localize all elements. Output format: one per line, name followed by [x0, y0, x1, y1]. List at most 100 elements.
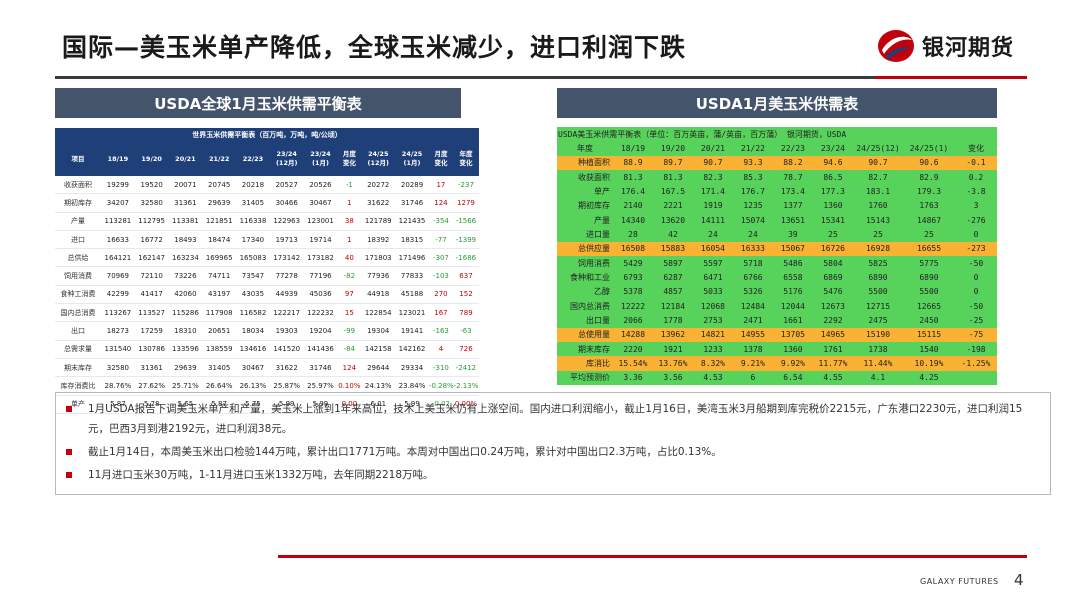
table-cell: -273	[954, 241, 997, 256]
row-label: 国内总消费	[557, 298, 613, 314]
table-cell: 43197	[202, 285, 237, 305]
table-row: 国内总消费 113267 113527 115286 117908 116582 12221…	[55, 303, 479, 323]
table-cell: 70969	[101, 266, 135, 286]
table-cell: 117908	[202, 303, 237, 323]
left-table-column-header: 月度 变化	[428, 142, 453, 176]
table-cell: 17340	[236, 230, 270, 250]
table-cell: 4.1	[852, 370, 903, 385]
table-row: 单产 176.4 167.5 171.4 176.7 173.4 177.3 183.1 179…	[557, 184, 997, 199]
table-row: 出口 18273 17259 18310 20651 18034 19303 19204 -99…	[55, 321, 479, 341]
table-row: 平均预测价 3.36 3.56 4.53 6 6.54 4.55 4.1 4.25	[557, 370, 997, 385]
table-cell: 31405	[236, 193, 270, 213]
note-item: 11月进口玉米30万吨，1-11月进口玉米1332万吨，去年同期2218万吨。	[64, 465, 1042, 485]
table-cell: 5429	[613, 255, 653, 271]
company-logo: 银河期货	[876, 28, 1014, 64]
table-cell: 171496	[395, 248, 429, 268]
table-row: 期末库存 2220 1921 1233 1378 1360 1761 1738 1540 -198	[557, 341, 997, 357]
right-table-column-header: 21/22	[732, 141, 773, 156]
note-text: 11月进口玉米30万吨，1-11月进口玉米1332万吨，去年同期2218万吨。	[88, 469, 434, 481]
table-cell: 28.76%	[101, 376, 135, 396]
table-cell: 29334	[395, 358, 429, 378]
table-cell: 19304	[361, 321, 396, 341]
table-row: 产量 113281 112795 113381 121851 116338 122963 12…	[55, 212, 479, 231]
table-cell: 15.54%	[613, 356, 653, 371]
table-row: 总使用量 14288 13962 14821 14955 13705 14965 15190 1…	[557, 327, 997, 342]
table-cell: 14867	[902, 212, 955, 228]
right-table-column-header: 24/25(1)	[902, 141, 955, 156]
right-table-column-header: 22/23	[772, 141, 813, 156]
table-cell: 3.36	[613, 370, 653, 385]
table-cell: -99	[337, 321, 362, 341]
slide-title: 国际—美玉米单产降低，全球玉米减少，进口利润下跌	[62, 33, 687, 62]
table-cell: 177.3	[812, 184, 853, 199]
table-row: 库存消费比 28.76% 27.62% 25.71% 26.64% 26.13% 25.87…	[55, 376, 479, 396]
table-cell: 12665	[902, 298, 955, 314]
right-table-column-header: 20/21	[692, 141, 733, 156]
logo-text: 银河期货	[922, 36, 1015, 61]
row-label: 进口量	[557, 227, 613, 242]
row-label: 总供给	[55, 248, 101, 268]
table-cell: 8.32%	[692, 356, 733, 371]
table-cell: 1661	[772, 313, 813, 328]
notes-box: 1月USDA报告下调美玉米单产和产量，美玉米上涨到1年来高位，技术上美玉米仍有上…	[55, 392, 1051, 495]
table-cell: 14821	[692, 327, 733, 342]
table-row: 食种和工业 6793 6287 6471 6766 6558 6869 6890 6890 0	[557, 270, 997, 285]
table-cell: 122232	[303, 303, 338, 323]
table-cell: 183.1	[852, 184, 903, 199]
row-label: 收获面积	[55, 176, 101, 195]
table-cell: 164121	[101, 248, 135, 268]
table-cell: 82.3	[692, 169, 733, 185]
table-cell: 16928	[852, 241, 903, 256]
table-cell: 113281	[101, 212, 135, 231]
table-cell: 1360	[772, 341, 813, 357]
table-cell: 121435	[395, 212, 429, 231]
table-cell: -198	[954, 341, 997, 357]
table-cell: 1235	[732, 198, 773, 213]
table-cell: 15341	[812, 212, 853, 228]
table-cell: 15143	[852, 212, 903, 228]
row-label: 库消比	[557, 356, 613, 371]
table-cell: 1921	[652, 341, 693, 357]
table-cell: 789	[452, 303, 479, 323]
right-table-caption: USDA美玉米供需平衡表（单位：百万英亩，蒲/英亩，百万蒲） 银河期货，USDA	[557, 127, 997, 142]
table-cell: 12484	[732, 298, 773, 314]
row-label: 食种工消费	[55, 285, 101, 305]
table-cell: 171803	[361, 248, 396, 268]
table-cell: 31405	[202, 358, 237, 378]
table-cell: 18273	[101, 321, 135, 341]
table-row: 期初库存 34207 32580 31361 29639 31405 30466 30467 1…	[55, 193, 479, 213]
left-table-column-header: 21/22	[202, 142, 237, 176]
table-cell: 25.87%	[269, 376, 304, 396]
table-cell: 19204	[303, 321, 338, 341]
table-cell: 14340	[613, 212, 653, 228]
table-cell: 31361	[134, 358, 169, 378]
table-cell: 5326	[732, 284, 773, 299]
table-cell: 16333	[732, 241, 773, 256]
table-cell: 94.6	[812, 155, 853, 170]
table-cell: 13705	[772, 327, 813, 342]
table-cell	[954, 370, 997, 385]
table-cell: 12044	[772, 298, 813, 314]
table-cell: 89.7	[652, 155, 693, 170]
table-cell: -1	[337, 176, 362, 195]
left-table-column-header: 19/20	[134, 142, 169, 176]
table-cell: 32580	[101, 358, 135, 378]
table-cell: 24	[692, 227, 733, 242]
left-table-header: USDA全球1月玉米供需平衡表	[55, 88, 461, 118]
table-cell: 19520	[134, 176, 169, 195]
note-item: 1月USDA报告下调美玉米单产和产量，美玉米上涨到1年来高位，技术上美玉米仍有上…	[64, 399, 1042, 439]
table-cell: 18315	[395, 230, 429, 250]
table-cell: 72110	[134, 266, 169, 286]
right-table-column-header: 24/25(12)	[852, 141, 903, 156]
world-corn-balance-table: 世界玉米供需平衡表（百万吨，万吨，吨/公顷） 项目 18/19 19/20 20/21…	[55, 128, 479, 414]
table-cell: 25	[812, 227, 853, 242]
table-cell: 11.44%	[852, 356, 903, 371]
table-row: 饲用消费 70969 72110 73226 74711 73547 77278 77196-…	[55, 266, 479, 286]
table-row: 单产 5.87 5.78 5.65 5.87 5.75 5.99 5.99 0.00 6.01 5.…	[55, 395, 479, 414]
table-cell: 20526	[303, 176, 338, 195]
table-cell: 3.56	[652, 370, 693, 385]
table-cell: 74711	[202, 266, 237, 286]
table-row: 总需求量 131540 130786 133596 138559 134616 141520…	[55, 340, 479, 359]
table-cell: 124	[337, 358, 362, 378]
table-cell: 30467	[236, 358, 270, 378]
